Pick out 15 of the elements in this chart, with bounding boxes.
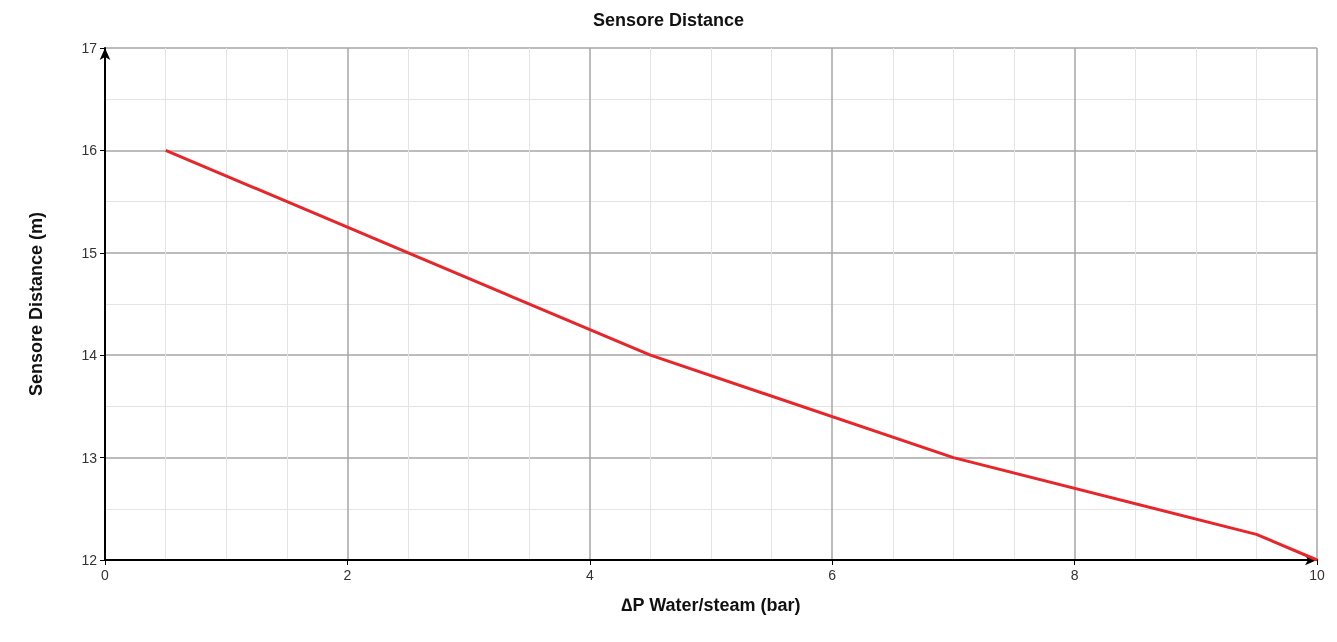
y-tick-label: 12 — [81, 552, 98, 568]
y-tick-label: 16 — [81, 142, 98, 159]
x-tick-label: 4 — [585, 567, 594, 583]
y-axis-title: Sensore Distance (m) — [26, 211, 46, 397]
y-tick-label: 14 — [81, 347, 98, 364]
x-tick-label: 2 — [343, 567, 352, 583]
x-tick-label: 6 — [828, 567, 837, 583]
x-tick-label: 0 — [101, 567, 110, 583]
x-tick-label: 8 — [1070, 567, 1079, 583]
y-tick-label: 15 — [81, 244, 98, 261]
x-axis-title: ∆P Water/steam (bar) — [621, 595, 801, 615]
y-tick-label: 17 — [81, 40, 98, 56]
x-tick-label: 10 — [1309, 567, 1325, 583]
chart-title: Sensore Distance — [592, 10, 745, 30]
y-tick-label: 13 — [81, 449, 98, 466]
